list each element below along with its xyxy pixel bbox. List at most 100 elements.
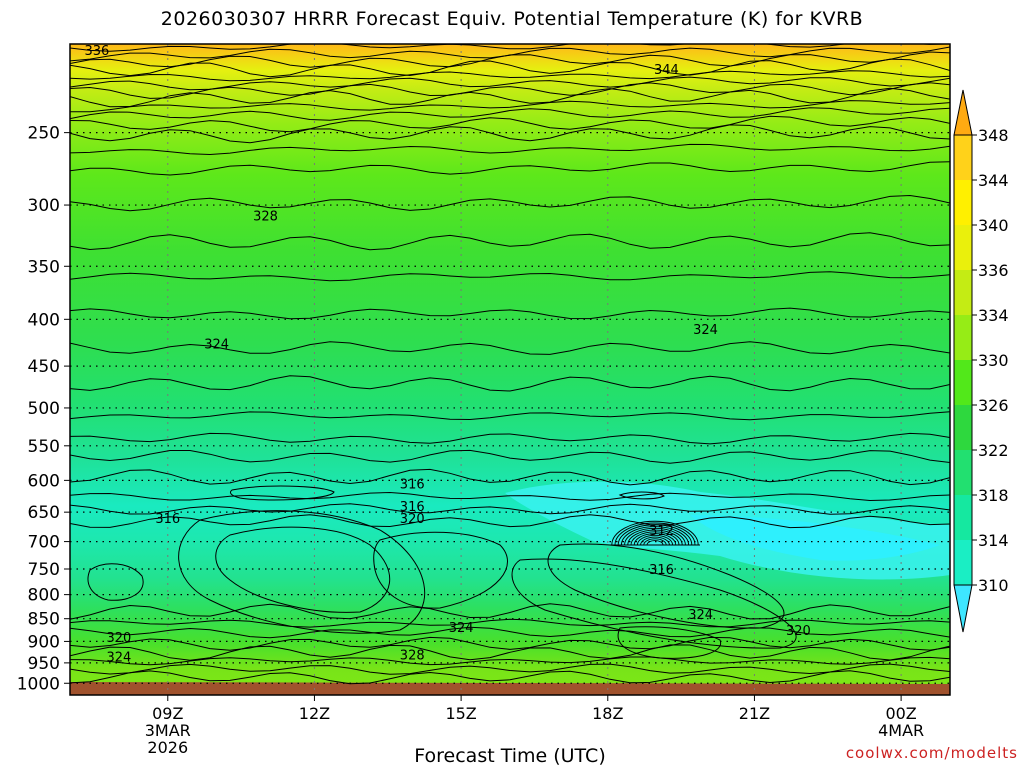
contour-line — [70, 449, 950, 464]
contour-loop — [547, 543, 785, 629]
y-tick-label: 250 — [28, 124, 60, 144]
y-tick-label: 350 — [28, 257, 60, 277]
colorbar-segment — [954, 270, 972, 315]
contour-loop — [87, 563, 144, 601]
x-tick-label: 21Z — [739, 704, 770, 723]
colorbar-extend-low — [953, 584, 973, 633]
contour-line — [70, 70, 950, 82]
colorbar-label: 334 — [978, 306, 1009, 325]
contour-line — [70, 644, 950, 661]
shading-overlays — [70, 481, 950, 695]
x-tick-date: 3MAR — [145, 721, 191, 740]
contour-label: 320 — [786, 624, 811, 639]
y-tick-label: 400 — [28, 310, 60, 330]
x-tick-label: 18Z — [592, 704, 623, 723]
contour-line — [70, 87, 950, 108]
contour-line — [70, 194, 950, 212]
colorbar-segment — [954, 495, 972, 540]
contour-line — [70, 432, 950, 445]
contour-line — [70, 663, 950, 675]
colorbar-label: 326 — [978, 396, 1009, 415]
contour-lines — [70, 44, 950, 685]
contour-arc — [620, 526, 690, 546]
contour-line — [70, 503, 950, 515]
contour-line — [70, 232, 950, 251]
colorbar-segment — [954, 135, 972, 180]
contour-label: 328 — [253, 210, 278, 225]
x-axis-title: Forecast Time (UTC) — [414, 745, 606, 767]
contour-line — [70, 82, 950, 99]
contour-loop — [178, 510, 426, 634]
contour-loop — [229, 485, 335, 501]
contour-label: 316 — [400, 478, 425, 493]
contour-label: 316 — [649, 563, 674, 578]
contour-arc — [624, 527, 686, 546]
contour-line — [70, 100, 950, 113]
contour-label: 324 — [688, 608, 713, 623]
contour-line — [70, 375, 950, 392]
y-tick-label: 900 — [28, 632, 60, 652]
contour-loop — [618, 491, 665, 500]
colorbar-extend-high — [953, 89, 973, 136]
colorbar-label: 330 — [978, 351, 1009, 370]
x-tick-label: 00Z — [885, 704, 916, 723]
contour-arc — [633, 533, 677, 546]
contour-arc — [627, 529, 683, 546]
y-tick-label: 800 — [28, 586, 60, 606]
contour-arc — [630, 531, 680, 546]
colorbar-label: 336 — [978, 261, 1009, 280]
y-tick-label: 1000 — [17, 674, 60, 694]
contour-line — [70, 107, 950, 121]
contour-label: 320 — [400, 512, 425, 527]
contour-arc — [617, 524, 693, 546]
contour-loop — [373, 531, 508, 609]
colorbar-label: 348 — [978, 126, 1009, 145]
x-tick-label: 09Z — [152, 704, 183, 723]
colorbar-segment — [954, 360, 972, 405]
colorbar-label: 314 — [978, 531, 1009, 550]
plot-frame — [69, 43, 951, 696]
contour-label: 324 — [106, 651, 131, 666]
colorbar: 310 314 318 322 326 330 334 336 340 344 348 — [953, 89, 1009, 633]
contour-line — [70, 115, 950, 133]
contour-line — [70, 636, 950, 651]
y-axis: 2503003504004505005506006507007508008509… — [17, 124, 70, 694]
x-tick-label: 15Z — [445, 704, 476, 723]
contour-label: 324 — [204, 337, 229, 352]
colorbar-segment — [954, 180, 972, 225]
contour-line — [70, 618, 950, 628]
colorbar-segment — [954, 225, 972, 270]
x-tick-date: 4MAR — [878, 721, 924, 740]
contour-line — [70, 44, 950, 52]
x-tick-year: 2026 — [147, 738, 188, 757]
contour-label: 316 — [400, 500, 425, 515]
contour-loop — [215, 526, 391, 613]
contour-line — [70, 670, 950, 685]
colorbar-segment — [954, 540, 972, 585]
contour-arc — [646, 540, 664, 546]
y-tick-label: 850 — [28, 610, 60, 630]
colorbar-label: 318 — [978, 486, 1009, 505]
y-tick-label: 750 — [28, 560, 60, 580]
contour-label: 320 — [106, 631, 131, 646]
colorbar-label: 310 — [978, 576, 1009, 595]
colorbar-segment — [954, 405, 972, 450]
contour-label: 324 — [693, 323, 718, 338]
y-tick-label: 500 — [28, 399, 60, 419]
ground-surface — [70, 682, 950, 695]
y-tick-label: 950 — [28, 654, 60, 674]
x-tick-label: 12Z — [299, 704, 330, 723]
contour-line — [70, 58, 950, 78]
colorbar-segment — [954, 450, 972, 495]
colorbar-label: 344 — [978, 171, 1009, 190]
contour-line — [70, 514, 950, 529]
y-tick-label: 650 — [28, 503, 60, 523]
contour-line — [70, 161, 950, 176]
contour-line — [70, 656, 950, 666]
contour-label: 336 — [84, 44, 109, 59]
contour-loop — [511, 558, 797, 649]
colorbar-label: 322 — [978, 441, 1009, 460]
site-credit: coolwx.com/modelts — [845, 744, 1018, 762]
y-tick-label: 550 — [28, 437, 60, 457]
